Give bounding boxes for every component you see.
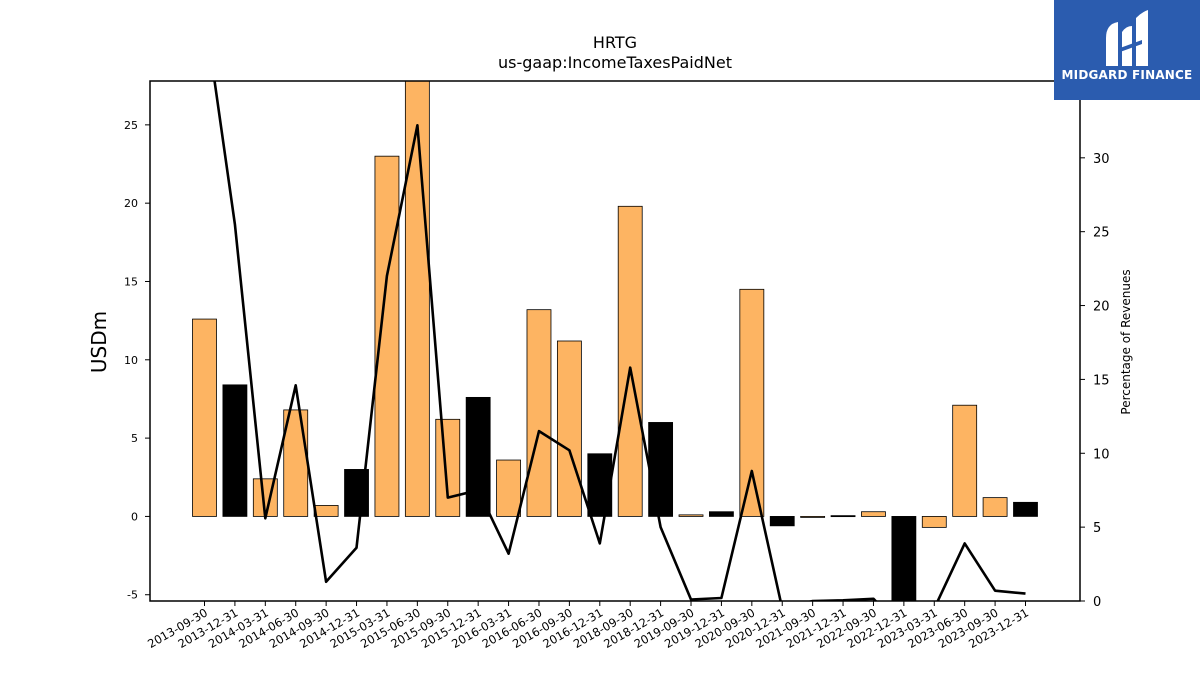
y-axis-label: USDm [87, 311, 111, 373]
logo-text: MIDGARD FINANCE [1061, 68, 1193, 82]
bar-2023-09-30 [982, 497, 1008, 517]
bar-2018-09-30 [617, 205, 643, 517]
bar-2023-06-30 [952, 404, 978, 517]
bar-2014-06-30 [283, 409, 309, 517]
bar-2019-12-31 [709, 511, 734, 517]
bar-2015-06-30 [404, 81, 430, 517]
y2-tick-label: 5 [1093, 521, 1101, 536]
y2-tick-label: 15 [1093, 373, 1110, 388]
bar-2023-12-31 [1013, 501, 1038, 517]
brand-logo: MIDGARD FINANCE [1054, 0, 1200, 100]
y-tick-label: 25 [124, 119, 138, 132]
bar-2014-09-30 [313, 505, 339, 517]
plot-content [192, 81, 1038, 601]
bar-2019-09-30 [678, 514, 704, 517]
y-tick-label: -5 [127, 589, 138, 602]
bar-2013-09-30 [192, 318, 217, 517]
chart-title: HRTG [593, 33, 637, 52]
bar-2020-09-30 [739, 288, 765, 517]
midgard-logo-icon [1106, 10, 1148, 66]
y2-tick-label: 0 [1093, 595, 1101, 610]
y2-tick-label: 10 [1093, 447, 1110, 462]
bar-2020-12-31 [769, 516, 795, 527]
percentage-line [213, 81, 1026, 601]
y-tick-label: 20 [124, 197, 138, 210]
plot-area: -50510152025051015202530352013-09-302013… [124, 78, 1110, 651]
bar-2022-12-31 [891, 516, 917, 601]
bar-2022-09-30 [861, 511, 886, 517]
bar-2021-12-31 [830, 515, 856, 518]
bar-2016-12-31 [587, 453, 613, 517]
bar-2023-03-31 [921, 516, 947, 528]
bar-2015-12-31 [465, 396, 491, 517]
y-tick-label: 5 [131, 432, 138, 445]
y2-tick-label: 20 [1093, 300, 1110, 315]
y-tick-label: 15 [124, 275, 138, 288]
y2-tick-label: 30 [1093, 152, 1110, 167]
bar-2013-12-31 [222, 384, 248, 517]
bar-2021-09-30 [800, 516, 826, 518]
bar-2016-06-30 [526, 309, 552, 517]
y2-tick-label: 25 [1093, 226, 1110, 241]
bar-2015-09-30 [435, 418, 461, 517]
bar-2016-03-31 [496, 459, 521, 517]
y2-axis-label: Percentage of Revenues [1119, 269, 1133, 414]
chart-subtitle: us-gaap:IncomeTaxesPaidNet [498, 53, 732, 72]
bar-2016-09-30 [556, 340, 582, 517]
bar-2015-03-31 [374, 155, 400, 517]
bar-2018-12-31 [648, 422, 674, 517]
y-tick-label: 10 [124, 354, 138, 367]
plot-frame [149, 80, 1081, 602]
y-tick-label: 0 [131, 510, 138, 523]
